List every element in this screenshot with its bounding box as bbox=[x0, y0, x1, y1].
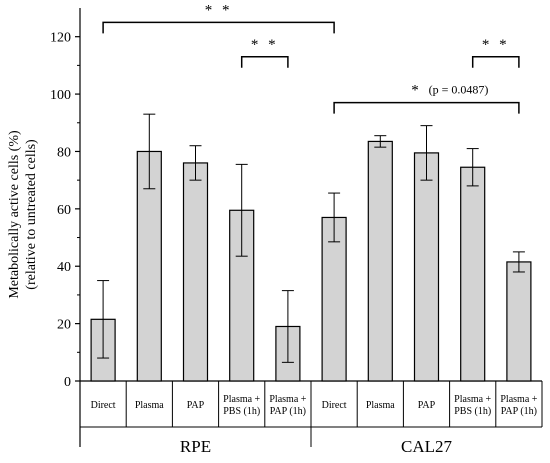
category-label: Plasma bbox=[366, 400, 395, 411]
category-label: Plasma + bbox=[454, 394, 491, 405]
group-labels: RPE CAL27 bbox=[180, 427, 453, 456]
category-label: Direct bbox=[322, 400, 347, 411]
bar bbox=[367, 140, 393, 382]
category-label: PBS (1h) bbox=[223, 406, 260, 417]
y-axis-label-secondary: (relative to untreated cells) bbox=[24, 139, 39, 290]
y-tick-label: 80 bbox=[57, 145, 71, 160]
category-label: Plasma + bbox=[223, 394, 260, 405]
y-tick-label: 20 bbox=[57, 318, 71, 333]
bar bbox=[182, 162, 209, 382]
group-label: CAL27 bbox=[401, 437, 453, 456]
bar bbox=[413, 152, 440, 382]
category-label: PAP bbox=[418, 400, 436, 411]
y-tick-label: 100 bbox=[50, 88, 71, 103]
y-axis-label: Metabolically active cells (%) bbox=[7, 130, 22, 299]
y-tick-label: 60 bbox=[57, 203, 71, 218]
significance-brackets: * * * * * (p = 0.0487) * * bbox=[102, 2, 520, 114]
category-label: PBS (1h) bbox=[454, 406, 491, 417]
p-value-note: (p = 0.0487) bbox=[429, 83, 489, 97]
y-axis-title: Metabolically active cells (%) (relative… bbox=[7, 130, 39, 299]
y-tick-label: 0 bbox=[64, 375, 71, 390]
category-label: Plasma + bbox=[269, 394, 306, 405]
category-label: Direct bbox=[91, 400, 116, 411]
category-label: PAP bbox=[187, 400, 205, 411]
y-tick-label: 120 bbox=[50, 31, 71, 46]
significance-bracket bbox=[102, 21, 335, 34]
significance-bracket bbox=[333, 101, 520, 114]
category-label: PAP (1h) bbox=[501, 406, 537, 417]
bars bbox=[90, 140, 532, 382]
bar bbox=[506, 261, 532, 382]
significance-bracket bbox=[240, 56, 289, 68]
significance-label: * * bbox=[205, 2, 233, 18]
category-label: PAP (1h) bbox=[270, 406, 306, 417]
group-label: RPE bbox=[180, 437, 211, 456]
significance-label: * * bbox=[251, 37, 279, 53]
significance-label: * * bbox=[482, 37, 510, 53]
significance-label: * bbox=[411, 83, 422, 99]
error-bars bbox=[97, 113, 525, 363]
significance-bracket bbox=[471, 56, 520, 68]
y-tick-label: 40 bbox=[57, 260, 71, 275]
category-label: Plasma + bbox=[500, 394, 537, 405]
bar bbox=[321, 216, 347, 382]
category-label: Plasma bbox=[135, 400, 164, 411]
bar bbox=[460, 166, 486, 382]
